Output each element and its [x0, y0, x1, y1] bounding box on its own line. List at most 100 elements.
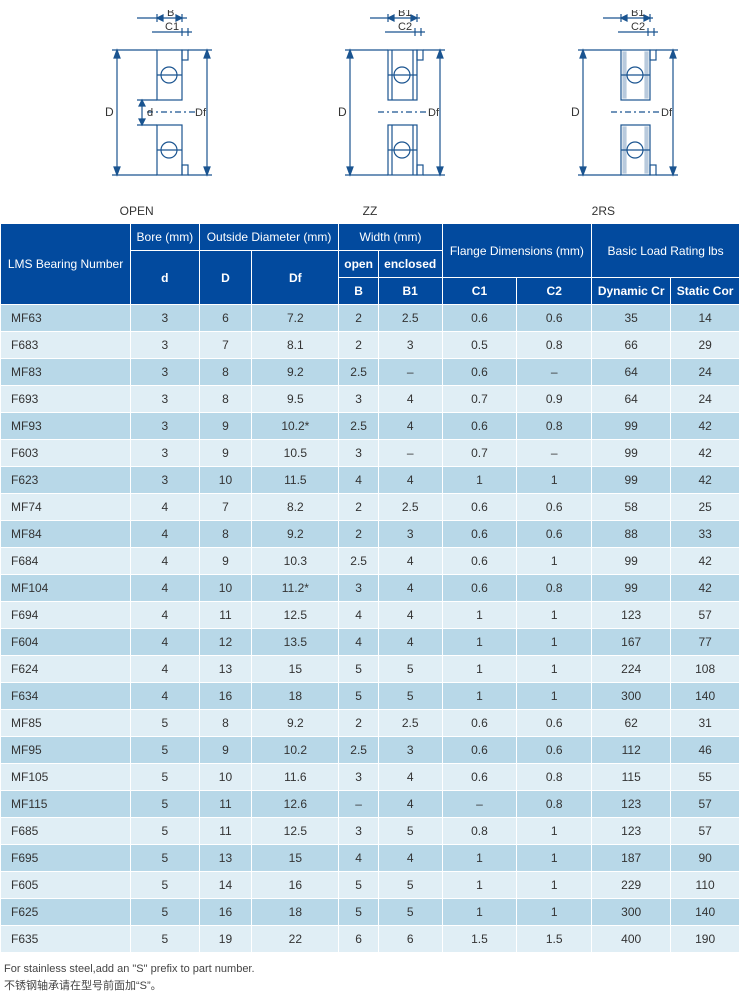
table-cell: – — [378, 359, 442, 386]
table-cell: 140 — [671, 683, 740, 710]
table-cell: 4 — [378, 548, 442, 575]
table-cell: 3 — [131, 305, 200, 332]
table-cell: 55 — [671, 764, 740, 791]
table-cell: 190 — [671, 926, 740, 953]
table-cell: MF104 — [1, 575, 131, 602]
table-cell: 0.6 — [442, 710, 517, 737]
table-cell: 42 — [671, 413, 740, 440]
table-cell: 3 — [339, 764, 378, 791]
th-Df: Df — [252, 251, 339, 305]
table-cell: 31 — [671, 710, 740, 737]
table-cell: 0.6 — [442, 413, 517, 440]
table-cell: 0.6 — [442, 494, 517, 521]
table-cell: 7 — [199, 332, 252, 359]
table-row: MF74478.222.50.60.65825 — [1, 494, 740, 521]
table-cell: 0.6 — [442, 305, 517, 332]
th-width: Width (mm) — [339, 224, 442, 251]
table-cell: 1 — [442, 872, 517, 899]
table-cell: 6 — [339, 926, 378, 953]
table-cell: 2 — [339, 305, 378, 332]
table-cell: 2.5 — [378, 710, 442, 737]
table-cell: MF83 — [1, 359, 131, 386]
table-cell: F624 — [1, 656, 131, 683]
table-cell: 0.6 — [517, 710, 592, 737]
th-enclosed: enclosed — [378, 251, 442, 278]
table-cell: 24 — [671, 386, 740, 413]
table-cell: 2.5 — [339, 359, 378, 386]
table-cell: 108 — [671, 656, 740, 683]
table-cell: 5 — [131, 872, 200, 899]
table-cell: 123 — [592, 791, 671, 818]
table-cell: 8 — [199, 386, 252, 413]
table-cell: 4 — [378, 575, 442, 602]
table-cell: 0.6 — [517, 737, 592, 764]
table-cell: 1 — [517, 467, 592, 494]
diagram-label-2rs: 2RS — [523, 204, 683, 218]
table-cell: – — [378, 440, 442, 467]
th-dynamic: Dynamic Cr — [592, 278, 671, 305]
table-cell: 19 — [199, 926, 252, 953]
table-cell: 35 — [592, 305, 671, 332]
table-row: F60441213.5441116777 — [1, 629, 740, 656]
table-cell: 5 — [131, 710, 200, 737]
table-cell: 2 — [339, 710, 378, 737]
table-cell: 4 — [131, 602, 200, 629]
table-cell: 4 — [339, 845, 378, 872]
table-cell: – — [442, 791, 517, 818]
table-cell: 7 — [199, 494, 252, 521]
table-cell: 10.2* — [252, 413, 339, 440]
th-static: Static Cor — [671, 278, 740, 305]
table-row: MF63367.222.50.60.63514 — [1, 305, 740, 332]
table-cell: 140 — [671, 899, 740, 926]
th-C2: C2 — [517, 278, 592, 305]
table-cell: 229 — [592, 872, 671, 899]
table-row: MF10551011.6340.60.811555 — [1, 764, 740, 791]
table-cell: 57 — [671, 818, 740, 845]
table-cell: 0.6 — [442, 764, 517, 791]
table-cell: 33 — [671, 521, 740, 548]
diagram-2rs: B1 C2 D Df 2RS — [523, 10, 683, 218]
table-row: F683378.1230.50.86629 — [1, 332, 740, 359]
table-cell: 0.6 — [442, 548, 517, 575]
table-cell: 4 — [378, 386, 442, 413]
table-cell: 13.5 — [252, 629, 339, 656]
table-cell: 3 — [378, 521, 442, 548]
table-cell: 123 — [592, 818, 671, 845]
table-cell: 12.5 — [252, 818, 339, 845]
table-cell: 77 — [671, 629, 740, 656]
svg-text:Df: Df — [428, 107, 440, 119]
bearing-diagram-zz: B1 C2 D Df — [290, 10, 450, 200]
table-cell: 0.8 — [517, 332, 592, 359]
table-cell: 29 — [671, 332, 740, 359]
table-cell: 4 — [131, 629, 200, 656]
table-cell: 6 — [199, 305, 252, 332]
table-cell: 3 — [339, 575, 378, 602]
table-cell: 2 — [339, 494, 378, 521]
svg-text:D: D — [338, 105, 347, 119]
svg-text:C1: C1 — [165, 21, 179, 33]
table-cell: 4 — [131, 548, 200, 575]
table-row: F693389.5340.70.96424 — [1, 386, 740, 413]
table-cell: 2 — [339, 521, 378, 548]
table-cell: 9.2 — [252, 521, 339, 548]
th-flange: Flange Dimensions (mm) — [442, 224, 592, 278]
table-row: F634416185511300140 — [1, 683, 740, 710]
table-cell: 1 — [442, 683, 517, 710]
table-cell: 9 — [199, 548, 252, 575]
footnote: For stainless steel,add an "S" prefix to… — [0, 953, 740, 1002]
svg-text:Df: Df — [661, 107, 673, 119]
footnote-line1: For stainless steel,add an "S" prefix to… — [4, 961, 736, 978]
table-cell: 10 — [199, 575, 252, 602]
table-cell: 0.7 — [442, 386, 517, 413]
table-cell: F694 — [1, 602, 131, 629]
table-row: MF83389.22.5–0.6–6424 — [1, 359, 740, 386]
diagram-label-open: OPEN — [57, 204, 217, 218]
table-cell: 3 — [378, 332, 442, 359]
table-cell: 1 — [517, 683, 592, 710]
table-cell: 9.2 — [252, 710, 339, 737]
table-cell: 18 — [252, 683, 339, 710]
table-cell: 16 — [199, 683, 252, 710]
table-cell: 2.5 — [378, 494, 442, 521]
table-cell: 99 — [592, 575, 671, 602]
table-cell: 58 — [592, 494, 671, 521]
